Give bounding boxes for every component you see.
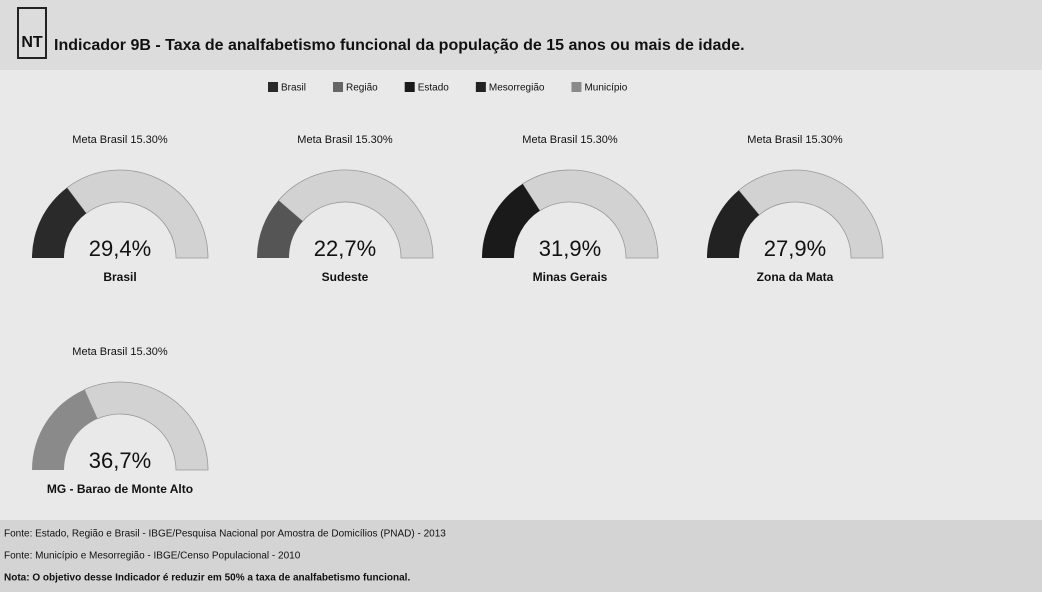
legend-swatch xyxy=(404,82,415,92)
legend-swatch xyxy=(571,82,582,92)
gauge-value-label: 29,4% xyxy=(89,236,151,261)
note: Nota: O objetivo desse Indicador é reduz… xyxy=(4,573,410,584)
legend-label: Estado xyxy=(418,83,450,94)
legend-label: Brasil xyxy=(281,83,306,94)
gauge-label: Minas Gerais xyxy=(533,270,608,284)
gauge-title: Meta Brasil 15.30% xyxy=(522,134,618,146)
gauge-track xyxy=(66,169,209,259)
gauge-track xyxy=(522,169,659,259)
gauge-value xyxy=(32,389,98,470)
legend-label: Região xyxy=(346,83,378,94)
title: Indicador 9B - Taxa de analfabetismo fun… xyxy=(54,37,745,54)
gauge-value-label: 27,9% xyxy=(764,236,826,261)
gauge-label: Brasil xyxy=(103,270,136,284)
gauge-track xyxy=(738,169,884,259)
legend-label: Município xyxy=(584,83,627,94)
note: Fonte: Município e Mesorregião - IBGE/Ce… xyxy=(4,551,301,562)
footer-band xyxy=(0,520,1042,592)
legend-swatch xyxy=(475,82,486,92)
gauge-value xyxy=(707,190,760,258)
gauge-value-label: 31,9% xyxy=(539,236,601,261)
legend-swatch xyxy=(268,82,278,92)
gauge-title: Meta Brasil 15.30% xyxy=(297,134,393,146)
legend-label: Mesorregião xyxy=(489,83,545,94)
header-band xyxy=(0,0,1042,70)
gauge-value xyxy=(32,187,87,258)
logo: NT xyxy=(21,34,43,51)
gauge-value-label: 36,7% xyxy=(89,448,151,473)
note: Fonte: Estado, Região e Brasil - IBGE/Pe… xyxy=(4,529,446,540)
logo-box xyxy=(17,7,47,59)
gauge-title: Meta Brasil 15.30% xyxy=(72,134,168,146)
gauge-value xyxy=(257,200,303,258)
gauge-value-label: 22,7% xyxy=(314,236,376,261)
gauge-title: Meta Brasil 15.30% xyxy=(747,134,843,146)
gauge-label: Zona da Mata xyxy=(757,270,834,284)
gauge-label: Sudeste xyxy=(322,270,369,284)
gauge-track xyxy=(83,381,209,471)
gauge-track xyxy=(277,169,434,259)
gauge-value xyxy=(482,183,540,258)
gauge-title: Meta Brasil 15.30% xyxy=(72,346,168,358)
legend-swatch xyxy=(333,82,344,92)
gauge-label: MG - Barao de Monte Alto xyxy=(47,482,193,496)
